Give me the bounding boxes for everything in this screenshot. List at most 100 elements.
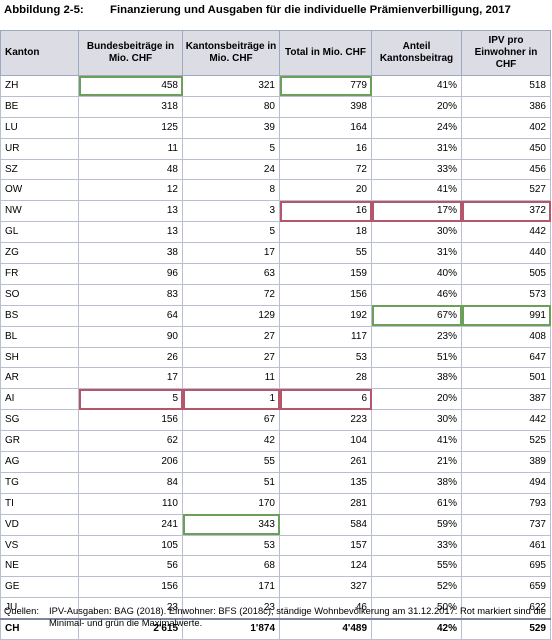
table-row: AG 206 55 261 21% 389 bbox=[0, 451, 551, 473]
cell-kanton: SG bbox=[0, 409, 79, 432]
cell-kanton: NW bbox=[0, 200, 79, 223]
cell-kanton: SZ bbox=[0, 158, 79, 181]
cell-kantonsbeitraege: 24 bbox=[182, 158, 280, 181]
sources-text: IPV-Ausgaben: BAG (2018). Einwohner: BFS… bbox=[49, 605, 546, 628]
cell-kanton: OW bbox=[0, 179, 79, 202]
table-row: TG 84 51 135 38% 494 bbox=[0, 471, 551, 494]
cell-kantonsbeitraege: 129 bbox=[182, 304, 280, 327]
cell-kantonsbeitraege: 17 bbox=[182, 242, 280, 265]
cell-kanton: AR bbox=[0, 367, 79, 390]
cell-anteil: 30% bbox=[371, 409, 462, 432]
table-row: AI 5 1 6 20% 387 bbox=[0, 388, 551, 411]
cell-kanton: BL bbox=[0, 325, 79, 348]
cell-ipv-pro-einwohner: 440 bbox=[461, 242, 551, 265]
table-row: ZH 458 321 779 41% 518 bbox=[0, 75, 551, 97]
cell-bundesbeitraege: 84 bbox=[78, 471, 183, 494]
cell-ipv-pro-einwohner: 402 bbox=[461, 116, 551, 139]
cell-kantonsbeitraege: 11 bbox=[182, 367, 280, 390]
cell-total: 135 bbox=[279, 471, 372, 494]
financing-table: Kanton Bundesbeiträge in Mio. CHF Kanton… bbox=[0, 30, 551, 640]
cell-kantonsbeitraege: 1 bbox=[182, 388, 280, 411]
cell-ipv-pro-einwohner: 659 bbox=[461, 576, 551, 599]
cell-bundesbeitraege: 241 bbox=[78, 513, 183, 536]
cell-anteil: 52% bbox=[371, 576, 462, 599]
cell-kanton: TI bbox=[0, 492, 79, 515]
table-body: ZH 458 321 779 41% 518 BE 318 80 398 20% 386 LU 125 39… bbox=[0, 75, 551, 640]
cell-ipv-pro-einwohner: 372 bbox=[461, 200, 551, 223]
cell-ipv-pro-einwohner: 461 bbox=[461, 534, 551, 557]
cell-kantonsbeitraege: 67 bbox=[182, 409, 280, 432]
table-row: FR 96 63 159 40% 505 bbox=[0, 263, 551, 285]
cell-kantonsbeitraege: 170 bbox=[182, 492, 280, 515]
cell-anteil: 41% bbox=[371, 179, 462, 202]
cell-kanton: AG bbox=[0, 451, 79, 473]
cell-ipv-pro-einwohner: 450 bbox=[461, 137, 551, 160]
cell-kantonsbeitraege: 27 bbox=[182, 325, 280, 348]
table-row: SZ 48 24 72 33% 456 bbox=[0, 158, 551, 181]
cell-anteil: 24% bbox=[371, 116, 462, 139]
cell-total: 16 bbox=[279, 200, 372, 223]
cell-total: 779 bbox=[279, 75, 372, 97]
cell-anteil: 59% bbox=[371, 513, 462, 536]
cell-bundesbeitraege: 90 bbox=[78, 325, 183, 348]
cell-kantonsbeitraege: 42 bbox=[182, 430, 280, 453]
cell-bundesbeitraege: 56 bbox=[78, 555, 183, 578]
cell-bundesbeitraege: 17 bbox=[78, 367, 183, 390]
cell-kanton: BE bbox=[0, 95, 79, 118]
cell-total: 261 bbox=[279, 451, 372, 473]
cell-anteil: 46% bbox=[371, 283, 462, 306]
cell-anteil: 17% bbox=[371, 200, 462, 223]
cell-ipv-pro-einwohner: 737 bbox=[461, 513, 551, 536]
cell-ipv-pro-einwohner: 525 bbox=[461, 430, 551, 453]
cell-bundesbeitraege: 110 bbox=[78, 492, 183, 515]
cell-total: 584 bbox=[279, 513, 372, 536]
cell-kanton: SO bbox=[0, 283, 79, 306]
cell-bundesbeitraege: 5 bbox=[78, 388, 183, 411]
cell-total: 164 bbox=[279, 116, 372, 139]
cell-kantonsbeitraege: 321 bbox=[182, 75, 280, 97]
cell-kanton: LU bbox=[0, 116, 79, 139]
table-row: OW 12 8 20 41% 527 bbox=[0, 179, 551, 202]
figure-label: Abbildung 2-5: bbox=[4, 4, 84, 16]
cell-kantonsbeitraege: 3 bbox=[182, 200, 280, 223]
table-row: SG 156 67 223 30% 442 bbox=[0, 409, 551, 432]
header-total: Total in Mio. CHF bbox=[279, 30, 372, 76]
cell-kanton: ZG bbox=[0, 242, 79, 265]
cell-total: 223 bbox=[279, 409, 372, 432]
table-row: UR 11 5 16 31% 450 bbox=[0, 137, 551, 160]
header-bundesbeitraege: Bundesbeiträge in Mio. CHF bbox=[78, 30, 183, 76]
table-row: NE 56 68 124 55% 695 bbox=[0, 555, 551, 578]
cell-kanton: NE bbox=[0, 555, 79, 578]
cell-kantonsbeitraege: 80 bbox=[182, 95, 280, 118]
cell-kantonsbeitraege: 51 bbox=[182, 471, 280, 494]
cell-kantonsbeitraege: 27 bbox=[182, 346, 280, 369]
table-row: NW 13 3 16 17% 372 bbox=[0, 200, 551, 223]
cell-ipv-pro-einwohner: 386 bbox=[461, 95, 551, 118]
cell-bundesbeitraege: 38 bbox=[78, 242, 183, 265]
cell-anteil: 41% bbox=[371, 430, 462, 453]
cell-kanton: FR bbox=[0, 263, 79, 285]
cell-anteil: 31% bbox=[371, 242, 462, 265]
cell-ipv-pro-einwohner: 518 bbox=[461, 75, 551, 97]
cell-kantonsbeitraege: 5 bbox=[182, 221, 280, 244]
cell-total: 192 bbox=[279, 304, 372, 327]
cell-anteil: 20% bbox=[371, 388, 462, 411]
cell-ipv-pro-einwohner: 647 bbox=[461, 346, 551, 369]
cell-anteil: 23% bbox=[371, 325, 462, 348]
cell-anteil: 41% bbox=[371, 75, 462, 97]
cell-total: 6 bbox=[279, 388, 372, 411]
cell-kantonsbeitraege: 68 bbox=[182, 555, 280, 578]
cell-anteil: 51% bbox=[371, 346, 462, 369]
cell-anteil: 61% bbox=[371, 492, 462, 515]
cell-kantonsbeitraege: 5 bbox=[182, 137, 280, 160]
header-kanton: Kanton bbox=[0, 30, 79, 76]
cell-kantonsbeitraege: 72 bbox=[182, 283, 280, 306]
sources-label: Quellen: bbox=[4, 605, 39, 616]
header-anteil: Anteil Kantonsbeitrag bbox=[371, 30, 462, 76]
cell-bundesbeitraege: 62 bbox=[78, 430, 183, 453]
cell-ipv-pro-einwohner: 442 bbox=[461, 409, 551, 432]
cell-total: 398 bbox=[279, 95, 372, 118]
cell-ipv-pro-einwohner: 456 bbox=[461, 158, 551, 181]
cell-ipv-pro-einwohner: 501 bbox=[461, 367, 551, 390]
header-ipv-pro-einwohner: IPV pro Einwohner in CHF bbox=[461, 30, 551, 76]
